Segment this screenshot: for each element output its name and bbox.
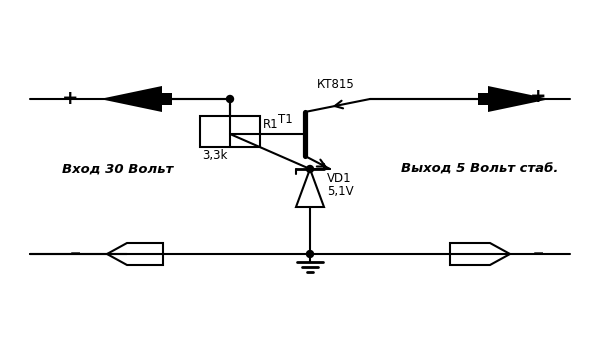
- Text: 3,3k: 3,3k: [202, 149, 227, 162]
- Text: Вход 30 Вольт: Вход 30 Вольт: [62, 162, 173, 176]
- Text: 5,1V: 5,1V: [327, 185, 353, 198]
- Circle shape: [226, 96, 234, 103]
- Text: R1: R1: [263, 118, 278, 131]
- Text: VD1: VD1: [327, 172, 352, 185]
- Polygon shape: [100, 86, 172, 112]
- Circle shape: [306, 251, 313, 257]
- Text: –: –: [69, 244, 80, 264]
- Polygon shape: [478, 86, 550, 112]
- Bar: [200, 116, 260, 147]
- Circle shape: [306, 166, 313, 172]
- Text: +: +: [62, 90, 79, 108]
- Text: КТ815: КТ815: [317, 78, 355, 91]
- Text: +: +: [530, 87, 546, 107]
- Text: Выход 5 Вольт стаб.: Выход 5 Вольт стаб.: [401, 162, 559, 176]
- Text: –: –: [532, 244, 544, 264]
- Text: Т1: Т1: [278, 113, 293, 126]
